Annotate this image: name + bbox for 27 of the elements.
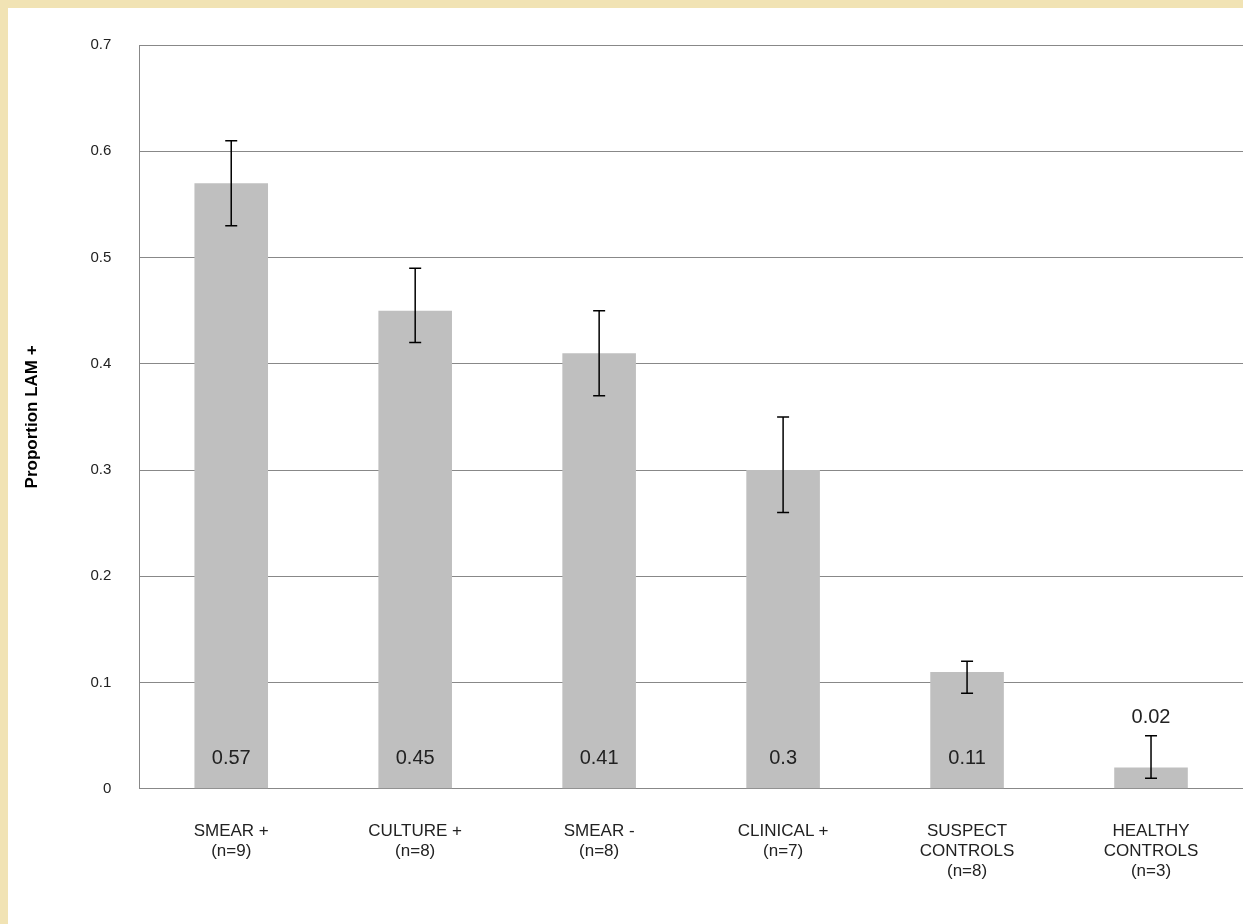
data-label: 0.45 — [395, 746, 435, 769]
bar — [194, 183, 269, 789]
y-tick-label: 0.6 — [90, 141, 112, 159]
data-label: 0.11 — [948, 746, 986, 769]
x-tick-label: SUSPECT CONTROLS (n=8) — [919, 820, 1015, 881]
data-label: 0.41 — [579, 746, 619, 769]
y-tick-label: 0.1 — [90, 672, 112, 690]
y-tick-label: 0 — [102, 778, 112, 796]
y-tick-label: 0.4 — [90, 353, 112, 371]
y-axis-title: Proportion LAM + — [21, 345, 41, 489]
x-tick-label: SMEAR + (n=9) — [193, 820, 269, 861]
data-label: 0.02 — [1131, 705, 1171, 728]
bar — [562, 353, 636, 789]
bar — [378, 310, 452, 789]
x-tick-label: SMEAR - (n=8) — [563, 820, 635, 861]
bar — [1114, 767, 1188, 789]
data-label: 0.3 — [769, 746, 798, 769]
y-tick-label: 0.7 — [90, 35, 112, 53]
y-tick-label: 0.2 — [90, 566, 112, 584]
x-tick-label: CULTURE + (n=8) — [368, 820, 463, 861]
data-label: 0.57 — [211, 746, 251, 769]
bar — [930, 671, 1004, 789]
y-tick-label: 0.3 — [90, 460, 112, 478]
bar — [746, 470, 820, 789]
x-tick-label: HEALTHY CONTROLS (n=3) — [1103, 820, 1199, 881]
x-tick-label: CLINICAL + (n=7) — [737, 820, 829, 861]
y-tick-label: 0.5 — [90, 247, 112, 265]
